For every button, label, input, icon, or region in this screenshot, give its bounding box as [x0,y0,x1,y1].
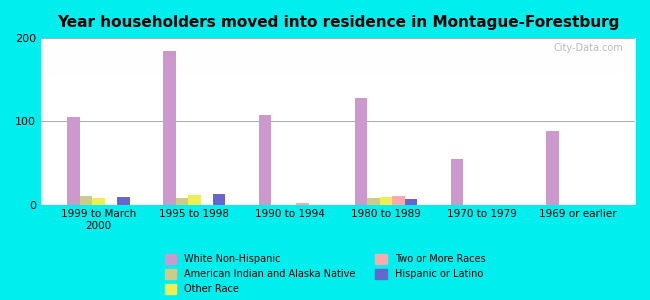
Bar [176,198,188,205]
Bar [367,198,380,205]
Bar [380,197,392,205]
Bar [355,98,367,205]
Bar [117,197,129,205]
Bar [163,51,176,205]
Bar [450,159,463,205]
Bar [259,115,272,205]
Bar [188,195,200,205]
Bar [68,117,80,205]
Bar [213,194,226,205]
Bar [80,196,92,205]
Bar [547,131,559,205]
Bar [92,198,105,205]
Text: City-Data.com: City-Data.com [553,43,623,53]
Bar [392,196,404,205]
Bar [404,199,417,205]
Legend: White Non-Hispanic, American Indian and Alaska Native, Other Race, Two or More R: White Non-Hispanic, American Indian and … [161,250,489,298]
Title: Year householders moved into residence in Montague-Forestburg: Year householders moved into residence i… [57,15,619,30]
Bar [296,203,309,205]
